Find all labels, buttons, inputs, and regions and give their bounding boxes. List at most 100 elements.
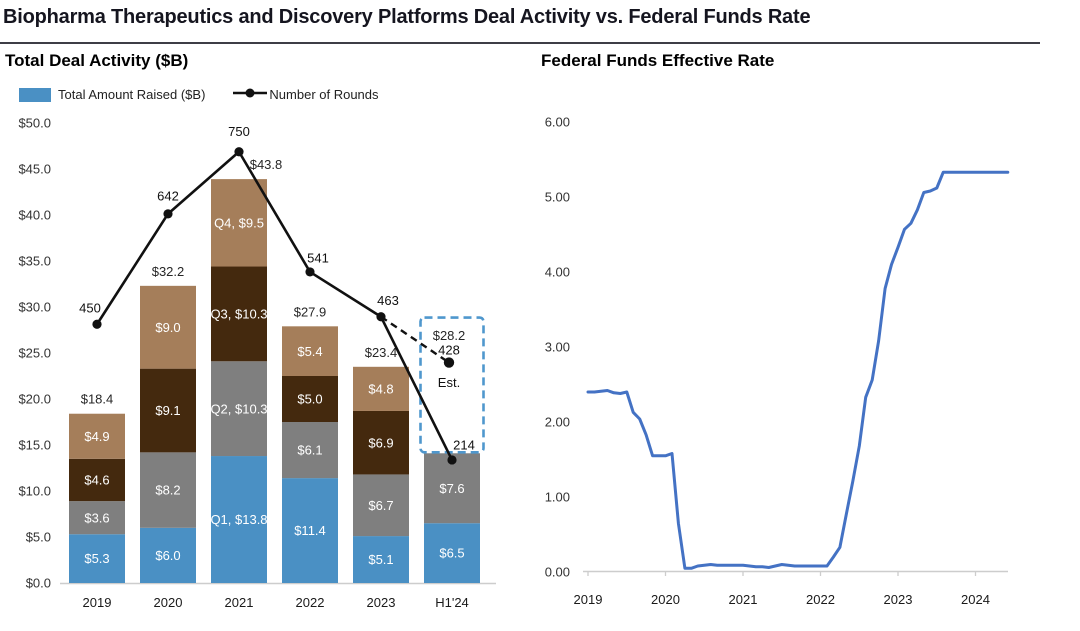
title-divider <box>0 42 1040 44</box>
estimate-suffix-label: Est. <box>438 375 460 390</box>
left-x-tick-label: 2021 <box>225 595 254 610</box>
right-y-tick-label: 0.00 <box>545 564 570 579</box>
bar-segment <box>140 368 196 453</box>
bar-segment-label: $6.1 <box>297 443 322 458</box>
bar-segment-label: Q2, $10.3 <box>210 401 267 416</box>
legend-bar-label: Total Amount Raised ($B) <box>58 87 206 102</box>
right-y-tick-label: 1.00 <box>545 489 570 504</box>
right-x-tick-label: 2022 <box>806 592 835 607</box>
legend-line-marker-icon <box>233 87 268 102</box>
rounds-point <box>92 319 102 329</box>
left-chart-title: Total Deal Activity ($B) <box>5 51 189 70</box>
bar-segment <box>282 376 338 422</box>
bar-segment <box>140 527 196 583</box>
bar-segment-label: $8.2 <box>155 483 180 498</box>
left-chart-legend: Total Amount Raised ($B) Number of Round… <box>19 87 379 102</box>
bar-segment <box>282 422 338 479</box>
right-y-tick-label: 3.00 <box>545 339 570 354</box>
rounds-point <box>447 455 457 465</box>
left-y-tick-label: $10.0 <box>18 483 51 498</box>
bar-segment-label: $11.4 <box>294 523 326 538</box>
bar-segment <box>140 452 196 528</box>
bar-segment <box>282 326 338 376</box>
fed-funds-line <box>586 170 1010 570</box>
rounds-point <box>305 267 315 277</box>
bar-segment <box>69 413 125 459</box>
rounds-point-label: 642 <box>157 188 179 203</box>
rounds-estimate-point <box>443 357 455 368</box>
bar-segment-label: $5.4 <box>297 344 322 359</box>
left-y-tick-label: $50.0 <box>18 115 51 130</box>
left-y-tick-label: $25.0 <box>18 345 51 360</box>
bar-segment <box>353 536 409 583</box>
left-y-tick-label: $40.0 <box>18 207 51 222</box>
right-y-tick-label: 6.00 <box>545 114 570 129</box>
bar-segment-label: $4.8 <box>368 381 393 396</box>
bar-total-label: $18.4 <box>81 392 114 407</box>
bar-segment-label: $6.0 <box>155 548 180 563</box>
bar-total-label: $32.2 <box>152 264 185 279</box>
bar-segment <box>211 361 267 457</box>
bar-segment-label: $5.1 <box>368 552 393 567</box>
rounds-point-label: 750 <box>228 124 250 139</box>
rounds-point <box>376 312 386 322</box>
bar-segment <box>282 478 338 583</box>
left-y-tick-label: $0.0 <box>26 575 51 590</box>
right-x-tick-label: 2023 <box>884 592 913 607</box>
bar-segment-label: $6.5 <box>439 546 464 561</box>
bar-segment <box>211 456 267 583</box>
right-chart-title: Federal Funds Effective Rate <box>541 51 775 70</box>
bar-segment <box>69 534 125 583</box>
rounds-point <box>163 209 173 219</box>
bar-segment-label: $6.7 <box>368 498 393 513</box>
right-x-tick-label: 2020 <box>651 592 680 607</box>
rounds-estimate-dashed-line <box>380 315 450 364</box>
right-y-tick-label: 4.00 <box>545 264 570 279</box>
left-x-tick-label: 2019 <box>83 595 112 610</box>
left-x-tick-label: 2020 <box>154 595 183 610</box>
bar-total-label: $23.4 <box>365 345 398 360</box>
left-y-tick-label: $15.0 <box>18 437 51 452</box>
legend-line-label: Number of Rounds <box>269 87 379 102</box>
right-x-tick-label: 2021 <box>729 592 758 607</box>
estimate-box <box>419 316 485 454</box>
bar-segment <box>69 458 125 502</box>
rounds-point-label: 463 <box>377 293 399 308</box>
bar-segment-label: $5.3 <box>84 551 109 566</box>
bar-segment-label: $9.0 <box>155 320 180 335</box>
right-x-tick-label: 2024 <box>961 592 990 607</box>
left-x-tick-label: 2022 <box>296 595 325 610</box>
bar-segment <box>211 266 267 362</box>
left-x-tick-label: H1'24 <box>435 595 469 610</box>
bar-segment <box>353 474 409 537</box>
left-y-tick-label: $30.0 <box>18 299 51 314</box>
bar-segment-label: $4.6 <box>84 473 109 488</box>
bar-segment <box>424 453 480 524</box>
rounds-point-label: 541 <box>307 250 329 265</box>
bar-segment-label: Q1, $13.8 <box>210 512 267 527</box>
bar-total-label: $27.9 <box>294 304 327 319</box>
bar-segment-label: Q4, $9.5 <box>214 215 264 230</box>
right-x-tick-label: 2019 <box>574 592 603 607</box>
bar-segment <box>353 410 409 475</box>
right-y-tick-label: 5.00 <box>545 189 570 204</box>
left-y-tick-label: $45.0 <box>18 161 51 176</box>
rounds-point-label: 214 <box>453 437 475 452</box>
bar-segment <box>69 501 125 535</box>
legend-bar-swatch-icon <box>19 87 51 102</box>
bar-segment <box>140 285 196 369</box>
left-y-tick-label: $35.0 <box>18 253 51 268</box>
left-y-tick-label: $20.0 <box>18 391 51 406</box>
estimate-total-label: $28.2 <box>433 328 466 343</box>
bar-segment <box>424 523 480 583</box>
rounds-point <box>234 147 244 157</box>
bar-segment-label: $9.1 <box>155 403 180 418</box>
rounds-line <box>95 150 454 461</box>
page-title: Biopharma Therapeutics and Discovery Pla… <box>3 6 811 28</box>
bar-segment <box>211 179 267 267</box>
left-y-tick-label: $5.0 <box>26 529 51 544</box>
bar-total-label: $43.8 <box>250 157 283 172</box>
bar-segment-label: $7.6 <box>439 481 464 496</box>
